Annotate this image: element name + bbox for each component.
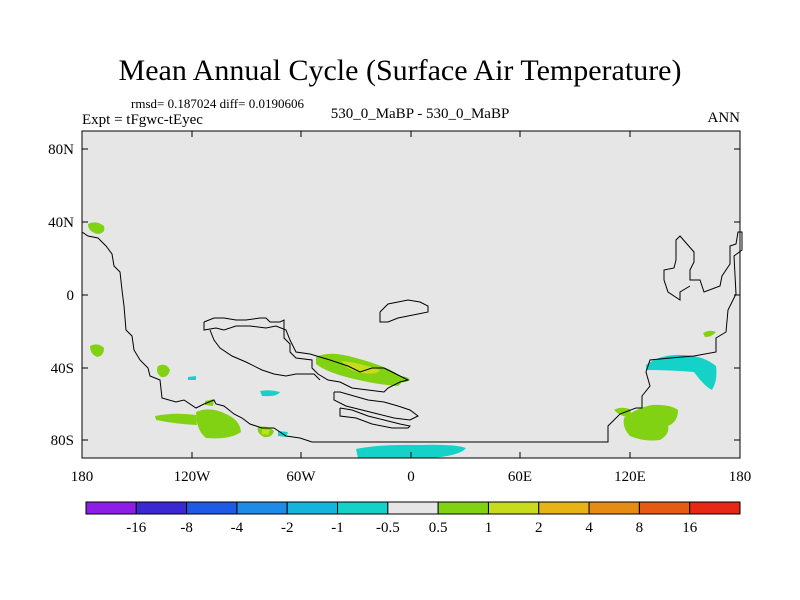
- colorbar-swatch: [286, 501, 339, 515]
- lon-label: 120E: [614, 469, 646, 485]
- anomaly-blob: [188, 376, 196, 380]
- coastline-outlines: [81, 231, 743, 443]
- anomaly-blob: [90, 344, 104, 357]
- longitude-labels: 180 120W 60W 0 60E 120E 180: [71, 469, 752, 485]
- anomaly-blob: [646, 354, 717, 390]
- anomaly-blob: [703, 330, 716, 337]
- lat-label: 80N: [48, 142, 74, 158]
- coastline: [333, 391, 419, 421]
- lat-label: 0: [67, 288, 75, 304]
- colorbar-swatch: [236, 501, 288, 515]
- anomaly-blob: [196, 409, 241, 439]
- plot-title: Mean Annual Cycle (Surface Air Temperatu…: [118, 54, 682, 87]
- season-label: ANN: [707, 110, 741, 126]
- colorbar-swatch: [135, 501, 188, 515]
- lat-label: 80S: [51, 433, 74, 449]
- colorbar-label: -0.5: [376, 520, 400, 536]
- coastline: [379, 299, 429, 323]
- colorbar-label: -1: [331, 520, 344, 536]
- colorbar-label: 0.5: [429, 520, 448, 536]
- colorbar-label: -2: [281, 520, 294, 536]
- coastline: [339, 407, 412, 429]
- anomaly-fields: [88, 222, 717, 458]
- colorbar-label: 1: [485, 520, 493, 536]
- comparison-label: 530_0_MaBP - 530_0_MaBP: [330, 106, 510, 122]
- lon-label: 60E: [508, 469, 532, 485]
- colorbar: -16 -8 -4 -2 -1 -0.5 0.5 1 2 4 8 16: [85, 501, 741, 536]
- colorbar-swatch: [689, 501, 741, 515]
- map-background: [82, 131, 740, 458]
- anomaly-blob: [262, 429, 270, 435]
- colorbar-swatch: [85, 501, 137, 515]
- colorbar-label: 2: [535, 520, 543, 536]
- colorbar-label: 8: [636, 520, 644, 536]
- anomaly-blob: [155, 413, 197, 425]
- colorbar-swatch: [437, 501, 489, 515]
- coastline: [209, 329, 321, 381]
- colorbar-label: -16: [126, 520, 146, 536]
- colorbar-label: -4: [231, 520, 244, 536]
- lat-label: 40N: [48, 215, 74, 231]
- axis-ticks: [81, 131, 741, 458]
- experiment-label: Expt = tFgwc-tEyec: [82, 112, 203, 128]
- colorbar-swatch: [487, 501, 540, 515]
- coastline: [81, 231, 743, 443]
- lon-label: 120W: [174, 469, 212, 485]
- anomaly-blob: [398, 376, 410, 383]
- lon-label: 0: [407, 469, 415, 485]
- stats-line: rmsd= 0.187024 diff= 0.0190606: [131, 96, 304, 111]
- colorbar-swatch: [186, 501, 238, 515]
- coastline: [203, 317, 410, 393]
- anomaly-blob: [623, 404, 678, 441]
- colorbar-swatch: [337, 501, 389, 515]
- anomaly-blob: [260, 390, 280, 397]
- colorbar-label: -8: [180, 520, 193, 536]
- colorbar-swatch: [588, 501, 640, 515]
- colorbar-swatch: [387, 501, 439, 515]
- lon-label: 180: [729, 469, 752, 485]
- colorbar-label: 16: [682, 520, 698, 536]
- lon-label: 180: [71, 469, 94, 485]
- anomaly-blob: [342, 361, 380, 374]
- colorbar-label: 4: [585, 520, 593, 536]
- colorbar-swatch: [638, 501, 691, 515]
- anomaly-blob: [356, 444, 466, 458]
- lat-label: 40S: [51, 361, 74, 377]
- anomaly-blob: [157, 364, 170, 378]
- lon-label: 60W: [286, 469, 316, 485]
- latitude-labels: 80N 40N 0 40S 80S: [48, 142, 74, 449]
- colorbar-swatch: [538, 501, 590, 515]
- anomaly-blob: [88, 222, 105, 234]
